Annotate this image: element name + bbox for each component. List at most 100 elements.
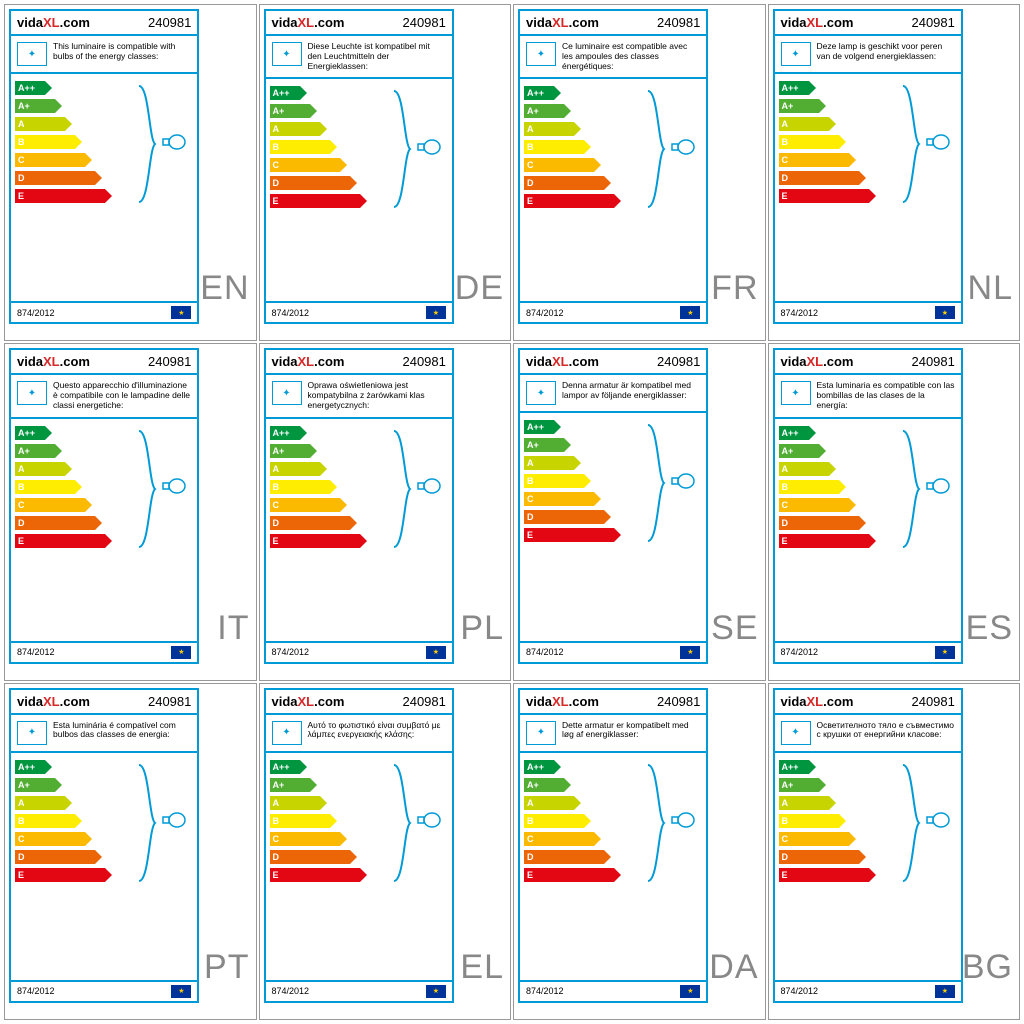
regulation-number: 874/2012	[526, 308, 564, 318]
brand-logo: vidaXL.com	[272, 694, 345, 709]
energy-arrow: D	[270, 516, 350, 530]
energy-class-code: A+	[527, 106, 539, 116]
energy-arrow: A	[779, 796, 829, 810]
sku-number: 240981	[657, 15, 700, 30]
sku-number: 240981	[402, 354, 445, 369]
regulation-number: 874/2012	[272, 986, 310, 996]
arrow-tip	[859, 171, 866, 185]
description-row: ✦This luminaire is compatible with bulbs…	[11, 36, 197, 74]
energy-class-code: A	[18, 464, 25, 474]
energy-class-code: A++	[18, 83, 35, 93]
brand-suffix: .com	[314, 694, 344, 709]
regulation-number: 874/2012	[272, 647, 310, 657]
language-code: DE	[455, 269, 504, 308]
arrow-tip	[85, 832, 92, 846]
bracket-svg	[901, 429, 921, 549]
arrow-tip	[360, 194, 367, 208]
energy-scale-chart: A++A+ABCDE	[266, 419, 452, 641]
energy-scale-chart: A++A+ABCDE	[11, 753, 197, 980]
label-header: vidaXL.com240981	[11, 690, 197, 715]
energy-scale-chart: A++A+ABCDE	[266, 79, 452, 301]
description-row: ✦Esta luminaria es compatible con las bo…	[775, 375, 961, 418]
brand-xl: XL	[552, 354, 569, 369]
energy-arrow: D	[15, 171, 95, 185]
language-code: EN	[200, 269, 249, 308]
brand-prefix: vida	[17, 354, 43, 369]
energy-arrow: A+	[524, 778, 564, 792]
energy-arrow: C	[524, 832, 594, 846]
energy-scale-chart: A++A+ABCDE	[11, 74, 197, 301]
energy-arrow: A	[779, 117, 829, 131]
sku-number: 240981	[911, 354, 954, 369]
energy-scale-chart: A++A+ABCDE	[775, 419, 961, 641]
energy-arrow: D	[779, 850, 859, 864]
energy-arrow: A	[779, 462, 829, 476]
energy-arrow: A+	[779, 444, 819, 458]
energy-class-code: A	[527, 798, 534, 808]
label-cell-nl: vidaXL.com240981✦Deze lamp is geschikt v…	[768, 4, 1021, 341]
label-cell-de: vidaXL.com240981✦Diese Leuchte ist kompa…	[259, 4, 512, 341]
energy-label-card: vidaXL.com240981✦Dette armatur er kompat…	[518, 688, 708, 1003]
description-text: Denna armatur är kompatibel med lampor a…	[562, 381, 700, 401]
eu-flag-icon: ★	[171, 306, 191, 319]
label-header: vidaXL.com240981	[520, 350, 706, 375]
language-code: ES	[966, 609, 1013, 648]
energy-class-code: A	[527, 124, 534, 134]
energy-class-code: E	[273, 870, 279, 880]
energy-arrow: A	[15, 117, 65, 131]
arrow-tip	[330, 480, 337, 494]
energy-class-code: E	[782, 536, 788, 546]
energy-class-code: C	[273, 500, 280, 510]
description-row: ✦Questo apparecchio d'illuminazione è co…	[11, 375, 197, 418]
arrow-tip	[95, 850, 102, 864]
energy-class-code: A	[18, 119, 25, 129]
arrow-tip	[809, 81, 816, 95]
bracket-svg	[646, 423, 666, 543]
bulb-icon	[416, 476, 442, 496]
arrow-tip	[85, 498, 92, 512]
energy-class-code: A++	[273, 762, 290, 772]
language-code: FR	[711, 269, 758, 308]
energy-arrow: C	[15, 832, 85, 846]
energy-class-code: A	[782, 798, 789, 808]
energy-class-code: D	[18, 173, 25, 183]
language-code: SE	[711, 609, 758, 648]
arrow-tip	[839, 480, 846, 494]
energy-class-code: E	[527, 530, 533, 540]
energy-class-code: A++	[18, 428, 35, 438]
energy-arrow: A	[15, 796, 65, 810]
energy-label-grid: vidaXL.com240981✦This luminaire is compa…	[4, 4, 1020, 1020]
energy-arrow: A	[270, 122, 320, 136]
label-footer: 874/2012★	[266, 301, 452, 322]
energy-class-code: B	[782, 137, 789, 147]
energy-class-code: A+	[18, 780, 30, 790]
energy-class-code: C	[18, 155, 25, 165]
arrow-tip	[819, 778, 826, 792]
energy-arrow: A++	[15, 81, 45, 95]
energy-arrow: C	[779, 832, 849, 846]
energy-class-code: C	[527, 834, 534, 844]
arrow-tip	[819, 99, 826, 113]
energy-class-code: E	[782, 870, 788, 880]
energy-arrow: E	[270, 194, 360, 208]
label-cell-it: vidaXL.com240981✦Questo apparecchio d'il…	[4, 343, 257, 680]
sku-number: 240981	[911, 694, 954, 709]
description-text: Oprawa oświetleniowa jest kompatybilna z…	[308, 381, 446, 410]
regulation-number: 874/2012	[526, 986, 564, 996]
energy-class-code: D	[273, 518, 280, 528]
brand-xl: XL	[552, 15, 569, 30]
energy-arrow: E	[270, 534, 360, 548]
energy-class-code: B	[273, 482, 280, 492]
brand-logo: vidaXL.com	[781, 354, 854, 369]
arrow-tip	[65, 796, 72, 810]
energy-class-code: D	[18, 518, 25, 528]
energy-arrow: A++	[524, 760, 554, 774]
sku-number: 240981	[148, 15, 191, 30]
energy-arrow: E	[524, 528, 614, 542]
arrow-tip	[350, 176, 357, 190]
brand-logo: vidaXL.com	[17, 694, 90, 709]
luminaire-icon: ✦	[781, 381, 811, 405]
description-text: Diese Leuchte ist kompatibel mit den Leu…	[308, 42, 446, 71]
energy-class-code: A	[782, 464, 789, 474]
energy-arrow: D	[524, 510, 604, 524]
